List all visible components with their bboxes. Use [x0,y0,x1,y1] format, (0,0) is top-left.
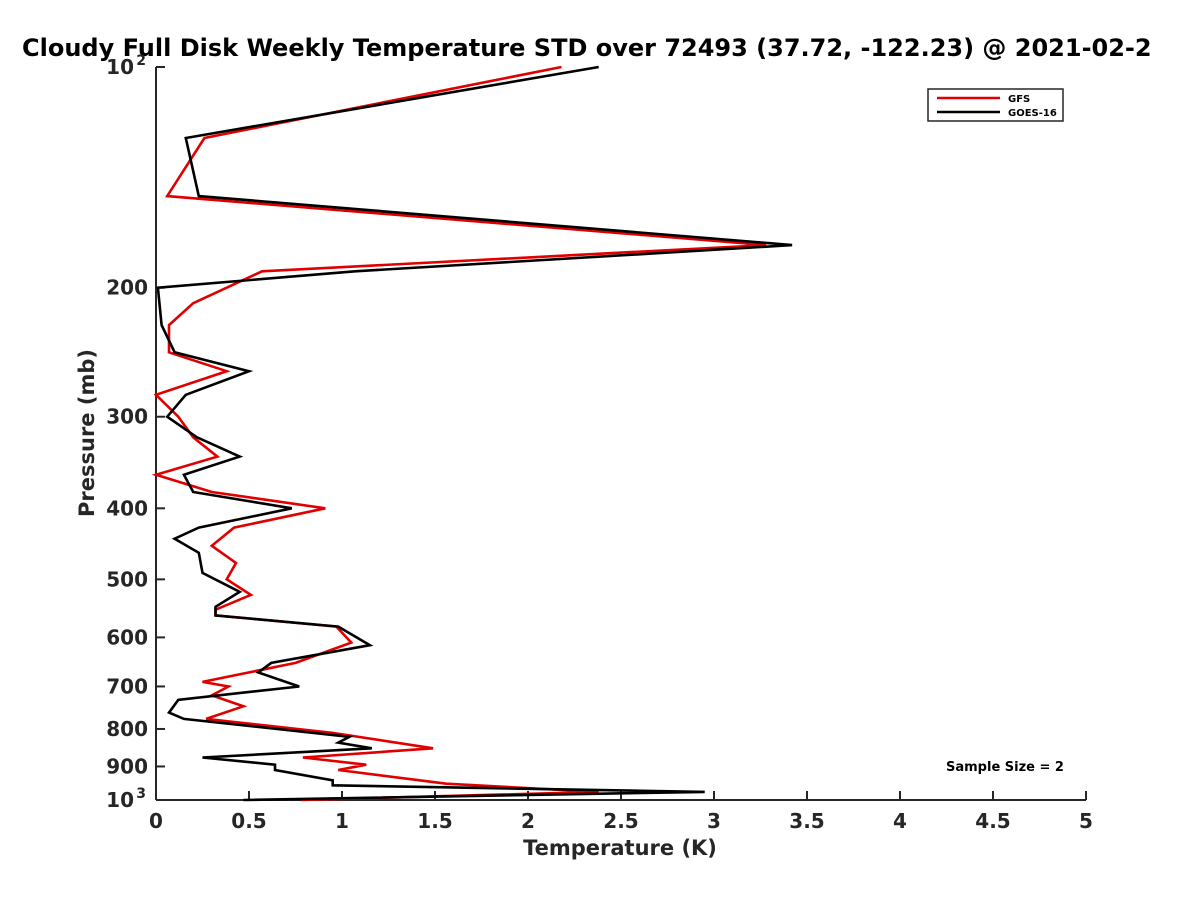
legend-box [927,88,1064,122]
x-tick-label: 1.5 [417,809,452,833]
x-tick-label: 2.5 [603,809,638,833]
y-tick-label: 400 [106,496,148,520]
x-tick-label: 4 [893,809,907,833]
legend: GFS GOES-16 [927,88,1064,122]
legend-label-gfs: GFS [1008,94,1030,105]
y-tick-label: 300 [106,405,148,429]
series-line-gfs [151,65,767,802]
x-tick-label: 3.5 [789,809,824,833]
x-tick-label: 1 [335,809,349,833]
plot-axes: 0 0.5 1 1.5 2 2.5 3 3.5 4 4.5 510 22003004005006007… [106,53,1093,833]
y-axis-label: Pressure (mb) [75,349,99,517]
chart-title: Cloudy Full Disk Weekly Temperature STD … [22,34,1152,62]
sample-size-annotation: Sample Size = 2 [946,760,1064,775]
y-tick-label: 700 [106,674,148,698]
y-tick-label: 500 [106,567,148,591]
legend-label-goes-16: GOES-16 [1008,108,1057,119]
y-tick-label: 800 [106,717,148,741]
y-tick-label: 900 [106,754,148,778]
y-tick-exponent: 2 [136,53,146,69]
y-tick-label: 200 [106,276,148,300]
y-tick-label: 10 [106,55,134,79]
x-tick-label: 3 [707,809,721,833]
y-tick-label: 600 [106,625,148,649]
series-line-goes-16 [156,65,793,802]
y-tick-label: 10 [106,788,134,812]
series-layer [151,65,793,802]
x-tick-label: 2 [521,809,535,833]
x-axis-label: Temperature (K) [523,836,717,860]
y-tick-exponent: 3 [136,786,146,802]
x-tick-label: 0.5 [231,809,266,833]
x-tick-label: 4.5 [975,809,1010,833]
x-tick-label: 5 [1079,809,1093,833]
x-tick-label: 0 [149,809,163,833]
